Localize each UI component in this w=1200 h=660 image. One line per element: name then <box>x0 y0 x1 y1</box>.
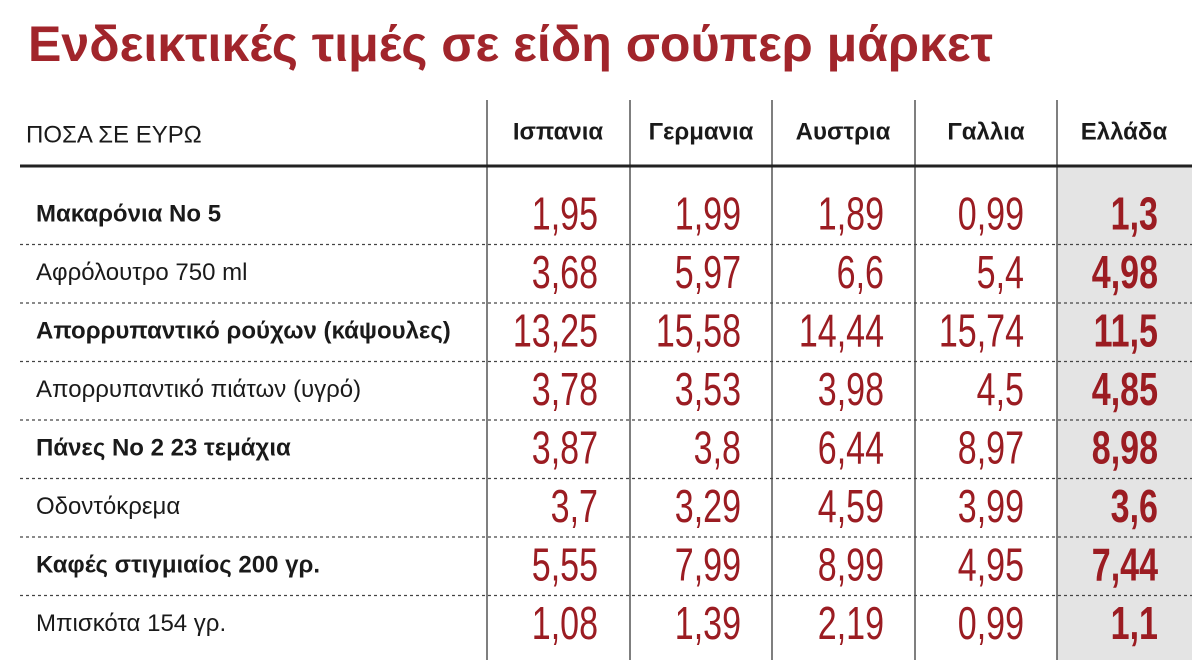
price: 0,99 <box>958 187 1024 239</box>
column-header: Ισπανια <box>513 118 604 145</box>
price: 1,3 <box>1111 187 1158 239</box>
price: 11,5 <box>1094 304 1158 356</box>
price: 1,89 <box>818 187 884 239</box>
price: 3,53 <box>675 363 741 415</box>
price: 1,08 <box>532 597 598 649</box>
cell: 3,98 <box>818 363 884 415</box>
cell: 2,19 <box>818 597 884 649</box>
cell: 5,55 <box>532 538 598 590</box>
cell: 3,7 <box>551 480 598 532</box>
row-label: Αφρόλουτρο 750 ml <box>36 259 247 286</box>
cell: 14,44 <box>799 304 884 356</box>
cell: 1,39 <box>675 597 741 649</box>
price: 0,99 <box>958 597 1024 649</box>
cell: 3,68 <box>532 246 598 298</box>
cell: 11,5 <box>1094 304 1158 356</box>
cell: 1,1 <box>1111 597 1158 649</box>
cell: 1,08 <box>532 597 598 649</box>
price: 5,4 <box>977 246 1024 298</box>
row-label: Μπισκότα 154 γρ. <box>36 610 226 637</box>
cell: 8,98 <box>1092 421 1158 473</box>
price: 1,99 <box>675 187 741 239</box>
cell: 3,78 <box>532 363 598 415</box>
row-label: Απορρυπαντικό πιάτων (υγρό) <box>36 376 361 403</box>
price: 14,44 <box>799 304 884 356</box>
cell: 1,3 <box>1111 187 1158 239</box>
price: 3,98 <box>818 363 884 415</box>
cell: 15,74 <box>939 304 1024 356</box>
cell: 4,59 <box>818 480 884 532</box>
price: 5,97 <box>675 246 741 298</box>
cell: 1,99 <box>675 187 741 239</box>
price: 15,74 <box>939 304 1024 356</box>
row-label: Καφές στιγμιαίος 200 γρ. <box>36 552 320 579</box>
highlight-column <box>1057 167 1192 660</box>
cell: 3,29 <box>675 480 741 532</box>
title: Ενδεικτικές τιμές σε είδη σούπερ μάρκετ <box>28 16 993 72</box>
price: 1,95 <box>532 187 598 239</box>
price: 4,59 <box>818 480 884 532</box>
price: 3,99 <box>958 480 1024 532</box>
price: 4,95 <box>958 538 1024 590</box>
cell: 3,87 <box>532 421 598 473</box>
price: 8,98 <box>1092 421 1158 473</box>
price: 3,68 <box>532 246 598 298</box>
row-label: Πάνες Νο 2 23 τεμάχια <box>36 435 291 462</box>
cell: 4,95 <box>958 538 1024 590</box>
price: 4,98 <box>1092 246 1158 298</box>
cell: 1,95 <box>532 187 598 239</box>
cell: 4,85 <box>1092 363 1158 415</box>
price: 3,8 <box>694 421 741 473</box>
row-label: Μακαρόνια Νο 5 <box>36 201 221 228</box>
cell: 5,4 <box>977 246 1024 298</box>
header-label: ΠΟΣΑ ΣΕ ΕΥΡΩ <box>26 121 202 148</box>
table-body: ΠΟΣΑ ΣΕ ΕΥΡΩ Ισπανια Γερμανια Αυστρια Γαλλια… <box>20 118 1192 649</box>
cell: 7,99 <box>675 538 741 590</box>
price: 15,58 <box>656 304 741 356</box>
price: 6,44 <box>818 421 884 473</box>
cell: 15,58 <box>656 304 741 356</box>
cell: 1,89 <box>818 187 884 239</box>
cell: 7,44 <box>1092 538 1159 590</box>
cell: 8,97 <box>958 421 1024 473</box>
cell: 6,6 <box>837 246 884 298</box>
price: 7,44 <box>1092 538 1159 590</box>
column-header: Γερμανια <box>649 118 754 145</box>
row-label: Οδοντόκρεμα <box>36 493 180 520</box>
column-header: Αυστρια <box>796 118 891 145</box>
price: 3,7 <box>551 480 598 532</box>
price: 3,78 <box>532 363 598 415</box>
price: 4,5 <box>977 363 1024 415</box>
cell: 4,98 <box>1092 246 1158 298</box>
column-header: Γαλλια <box>947 118 1025 145</box>
price: 5,55 <box>532 538 598 590</box>
cell: 8,99 <box>818 538 884 590</box>
price: 4,85 <box>1092 363 1158 415</box>
price: 3,6 <box>1111 480 1158 532</box>
price: 3,87 <box>532 421 598 473</box>
column-dividers <box>486 100 1058 660</box>
price: 2,19 <box>818 597 884 649</box>
cell: 13,25 <box>513 304 598 356</box>
price: 6,6 <box>837 246 884 298</box>
price: 8,97 <box>958 421 1024 473</box>
price: 1,39 <box>675 597 741 649</box>
price: 1,1 <box>1111 597 1158 649</box>
cell: 3,99 <box>958 480 1024 532</box>
cell: 4,5 <box>977 363 1024 415</box>
cell: 0,99 <box>958 187 1024 239</box>
price: 8,99 <box>818 538 884 590</box>
cell: 6,44 <box>818 421 884 473</box>
cell: 3,6 <box>1111 480 1158 532</box>
cell: 3,53 <box>675 363 741 415</box>
column-header: Ελλάδα <box>1081 118 1168 145</box>
cell: 0,99 <box>958 597 1024 649</box>
price: 13,25 <box>513 304 598 356</box>
row-label: Απορρυπαντικό ρούχων (κάψουλες) <box>36 318 451 345</box>
cell: 5,97 <box>675 246 741 298</box>
cell: 3,8 <box>694 421 741 473</box>
price: 3,29 <box>675 480 741 532</box>
price: 7,99 <box>675 538 741 590</box>
